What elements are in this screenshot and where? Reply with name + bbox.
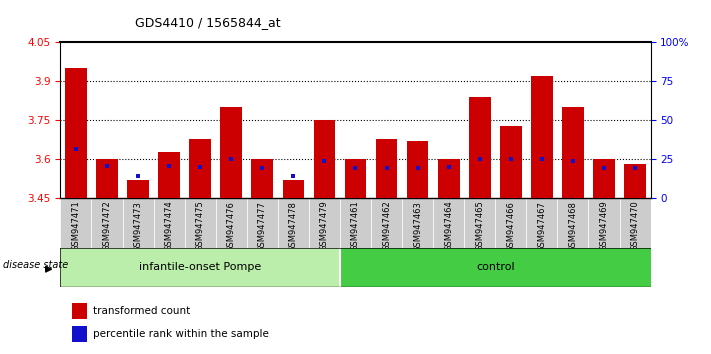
- Text: GSM947464: GSM947464: [444, 201, 453, 251]
- Text: GSM947471: GSM947471: [72, 201, 80, 251]
- Text: GSM947462: GSM947462: [382, 201, 391, 251]
- Bar: [469, 97, 491, 198]
- Bar: [557, 198, 589, 248]
- Bar: [73, 326, 87, 342]
- Bar: [407, 141, 429, 198]
- Bar: [247, 198, 278, 248]
- Bar: [562, 107, 584, 198]
- Text: GSM947468: GSM947468: [568, 201, 577, 252]
- Text: GSM947463: GSM947463: [413, 201, 422, 252]
- Bar: [340, 248, 651, 287]
- Bar: [438, 159, 459, 198]
- Text: GSM947477: GSM947477: [258, 201, 267, 252]
- Text: infantile-onset Pompe: infantile-onset Pompe: [139, 262, 262, 272]
- Bar: [309, 198, 340, 248]
- Bar: [371, 198, 402, 248]
- Bar: [159, 152, 180, 198]
- Bar: [154, 198, 185, 248]
- Text: GSM947475: GSM947475: [196, 201, 205, 251]
- Bar: [464, 198, 496, 248]
- Text: GSM947461: GSM947461: [351, 201, 360, 251]
- Text: percentile rank within the sample: percentile rank within the sample: [93, 329, 269, 339]
- Bar: [215, 198, 247, 248]
- Text: disease state: disease state: [3, 260, 68, 270]
- Bar: [619, 198, 651, 248]
- Text: GSM947476: GSM947476: [227, 201, 236, 252]
- Bar: [531, 76, 552, 198]
- Bar: [589, 198, 619, 248]
- Text: GSM947467: GSM947467: [538, 201, 546, 252]
- Bar: [593, 159, 615, 198]
- Bar: [340, 198, 371, 248]
- Bar: [185, 198, 215, 248]
- Text: transformed count: transformed count: [93, 306, 190, 316]
- Bar: [127, 180, 149, 198]
- Bar: [402, 198, 433, 248]
- Bar: [122, 198, 154, 248]
- Bar: [496, 198, 526, 248]
- Text: GSM947469: GSM947469: [599, 201, 609, 251]
- Bar: [278, 198, 309, 248]
- Text: GSM947478: GSM947478: [289, 201, 298, 252]
- Bar: [500, 126, 522, 198]
- Text: GDS4410 / 1565844_at: GDS4410 / 1565844_at: [135, 16, 281, 29]
- Bar: [526, 198, 557, 248]
- Bar: [73, 303, 87, 319]
- Text: GSM947466: GSM947466: [506, 201, 515, 252]
- Text: GSM947472: GSM947472: [102, 201, 112, 251]
- Bar: [60, 198, 92, 248]
- Bar: [624, 165, 646, 198]
- Bar: [314, 120, 336, 198]
- Bar: [375, 138, 397, 198]
- Text: GSM947474: GSM947474: [165, 201, 173, 251]
- Bar: [92, 198, 122, 248]
- Text: GSM947470: GSM947470: [631, 201, 639, 251]
- Bar: [433, 198, 464, 248]
- Bar: [252, 159, 273, 198]
- Bar: [189, 138, 211, 198]
- Text: GSM947479: GSM947479: [320, 201, 329, 251]
- Bar: [65, 68, 87, 198]
- Bar: [345, 159, 366, 198]
- Bar: [60, 248, 340, 287]
- Bar: [96, 159, 118, 198]
- Text: control: control: [476, 262, 515, 272]
- Text: GSM947465: GSM947465: [475, 201, 484, 251]
- Text: GSM947473: GSM947473: [134, 201, 143, 252]
- Bar: [282, 180, 304, 198]
- Bar: [220, 107, 242, 198]
